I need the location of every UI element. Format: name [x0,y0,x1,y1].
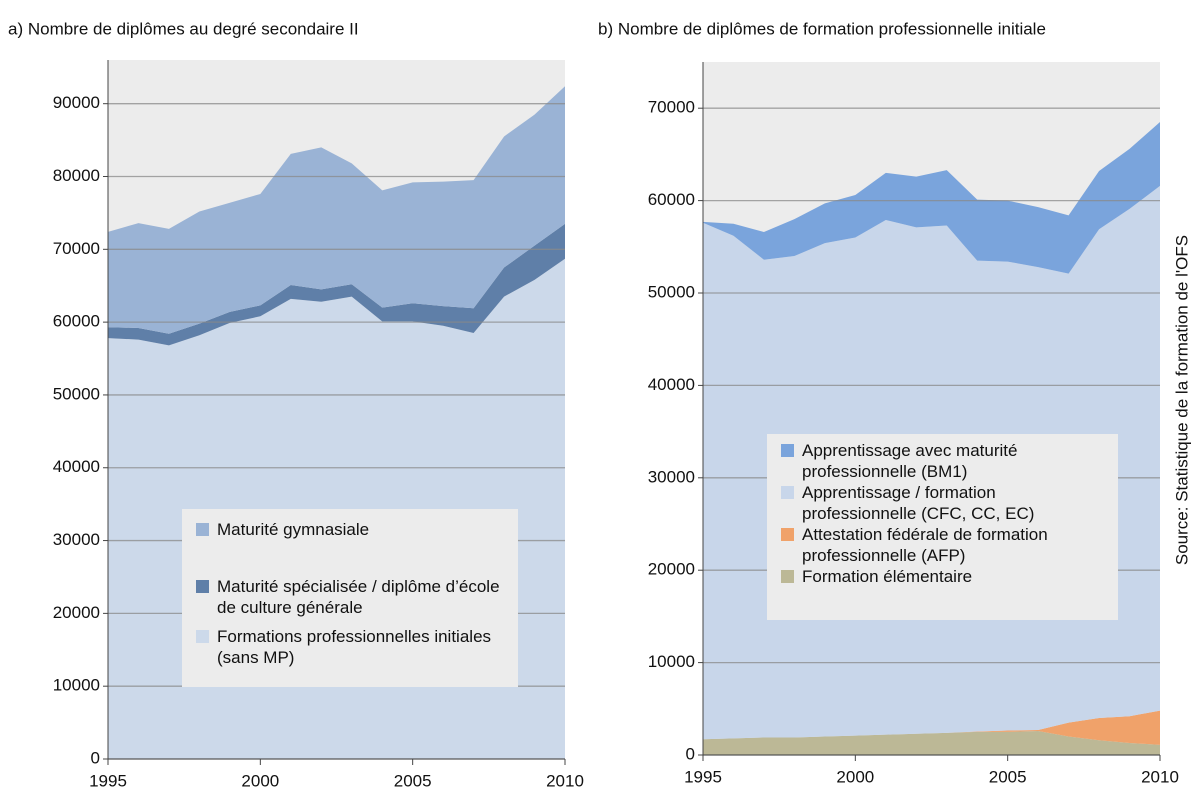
y-tick-label: 70000 [648,98,695,117]
y-tick-label: 40000 [648,375,695,394]
y-tick-label: 0 [91,748,100,767]
legend-label: Attestation fédérale de formation profes… [802,525,1048,565]
y-tick-label: 30000 [53,530,100,549]
legend-item: Apprentissage / formation professionnell… [781,482,1104,524]
legend-swatch [781,444,794,457]
x-tick-label: 2000 [836,767,874,786]
y-tick-label: 10000 [53,676,100,695]
legend-item: Formations professionnelles initiales (s… [196,626,504,668]
y-tick-label: 50000 [648,282,695,301]
legend-label: Apprentissage avec maturité professionne… [802,441,1018,481]
y-tick-label: 60000 [648,190,695,209]
legend-label: Formations professionnelles initiales (s… [217,627,492,667]
legend-swatch [781,528,794,541]
area [108,223,565,346]
y-tick-label: 30000 [648,467,695,486]
legend-item: Apprentissage avec maturité professionne… [781,440,1104,482]
legend-swatch [781,570,794,583]
x-tick-label: 2010 [1141,767,1179,786]
chart-title: a) Nombre de diplômes au degré secondair… [8,19,359,38]
x-tick-label: 1995 [89,771,127,790]
legend-item: Formation élémentaire [781,566,1104,587]
area [703,710,1160,745]
legend-swatch [196,523,209,536]
legend-item: Maturité gymnasiale [196,519,504,540]
legend-item: Attestation fédérale de formation profes… [781,524,1104,566]
area [703,122,1160,274]
y-tick-label: 80000 [53,166,100,185]
y-tick-label: 70000 [53,239,100,258]
legend-swatch [781,486,794,499]
y-tick-label: 20000 [53,603,100,622]
y-tick-label: 20000 [648,560,695,579]
legend-label: Apprentissage / formation professionnell… [802,483,1035,523]
legend-label: Maturité gymnasiale [217,520,370,539]
chart-title: b) Nombre de diplômes de formation profe… [598,19,1046,38]
x-tick-label: 2005 [394,771,432,790]
source: Source: Statistique de la formation de l… [1172,235,1191,565]
y-tick-label: 60000 [53,312,100,331]
legend-label: Maturité spécialisée / diplôme d’école d… [217,577,500,617]
legend-swatch [196,630,209,643]
x-tick-label: 2010 [546,771,584,790]
y-tick-label: 10000 [648,652,695,671]
legend-swatch [196,580,209,593]
legend: Apprentissage avec maturité professionne… [767,434,1118,620]
legend-label: Formation élémentaire [802,567,973,586]
y-tick-label: 0 [686,744,695,763]
y-tick-label: 90000 [53,93,100,112]
area [703,730,1160,755]
legend-item: Maturité spécialisée / diplôme d’école d… [196,576,504,618]
legend: Maturité gymnasiale Maturité spécialisée … [182,509,518,687]
area [108,86,565,334]
y-tick-label: 50000 [53,384,100,403]
x-tick-label: 1995 [684,767,722,786]
y-tick-label: 40000 [53,457,100,476]
x-tick-label: 2000 [241,771,279,790]
x-tick-label: 2005 [989,767,1027,786]
